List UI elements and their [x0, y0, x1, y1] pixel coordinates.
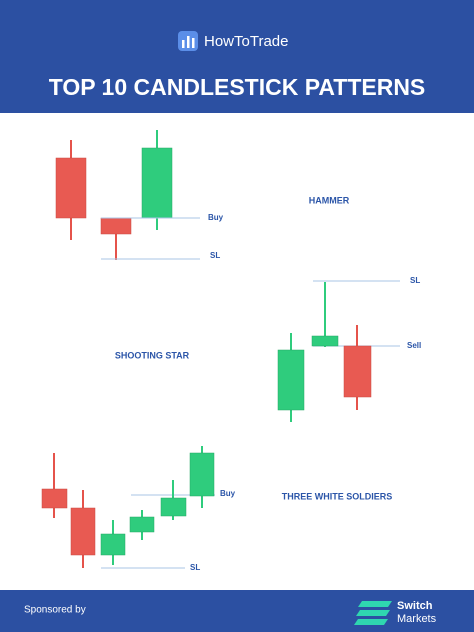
sponsor-name: Markets: [397, 613, 437, 625]
level-label: Sell: [407, 341, 421, 350]
sponsor-logo: [358, 601, 392, 607]
brand-name: HowToTrade: [204, 33, 288, 50]
brand-icon-bar: [187, 36, 190, 48]
level-label: SL: [210, 251, 220, 260]
candle: [141, 147, 173, 219]
brand-icon-bar: [192, 38, 195, 48]
header-band: [0, 0, 474, 113]
candle: [55, 157, 87, 219]
candle: [41, 488, 68, 509]
candle: [311, 335, 339, 347]
pattern-name: SHOOTING STAR: [115, 350, 190, 360]
candle: [100, 533, 126, 556]
candle: [189, 452, 215, 497]
candle: [70, 507, 96, 556]
title: TOP 10 CANDLESTICK PATTERNS: [49, 74, 426, 100]
sponsor-logo: [356, 610, 390, 616]
pattern-name: THREE WHITE SOLDIERS: [282, 491, 393, 501]
level-label: SL: [410, 276, 420, 285]
level-label: Buy: [208, 213, 224, 222]
candle: [160, 497, 187, 517]
brand-icon-bar: [182, 40, 185, 48]
pattern-name: HAMMER: [309, 195, 350, 205]
sponsor-logo: [354, 619, 388, 625]
sponsor-name: Switch: [397, 600, 433, 612]
candle: [100, 217, 132, 235]
sponsored-label: Sponsored by: [24, 605, 86, 616]
level-label: Buy: [220, 489, 236, 498]
candle: [277, 349, 305, 411]
candle: [343, 345, 372, 398]
level-label: SL: [190, 563, 200, 572]
footer-band: [0, 590, 474, 632]
candle: [129, 516, 155, 533]
